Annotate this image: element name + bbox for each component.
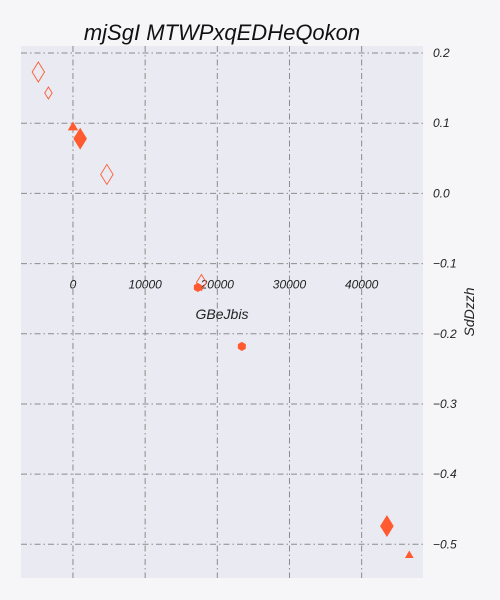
x-axis-label: GBeJbis [196,306,249,322]
data-point-6 [193,282,202,293]
y-axis-label: SdDzzh [461,287,477,336]
data-point-8 [380,515,394,538]
x-tick-label: 40000 [345,278,379,292]
data-point-1 [44,86,53,100]
data-point-5 [195,273,207,292]
data-point-0 [31,61,46,83]
grid-lines [21,46,423,578]
y-tick-label: 0.1 [433,116,450,130]
x-tick-label: 30000 [273,278,307,292]
plot-area [21,46,423,578]
y-tick-label: 0.0 [433,186,450,200]
y-tick-label: −0.4 [433,467,457,481]
x-tick-label: 0 [70,278,77,292]
data-point-7 [237,341,246,351]
y-tick-label: −0.1 [433,257,457,271]
data-points [31,61,414,559]
data-point-9 [404,550,414,559]
y-tick-label: 0.2 [433,46,450,60]
x-tick-label: 20000 [200,278,235,292]
data-point-3 [73,127,87,150]
data-point-2 [67,121,79,131]
y-tick-label: −0.2 [433,327,457,341]
chart-title: mjSgI MTWPxqEDHeQokon [84,20,360,45]
y-tick-labels: 0.2 0.1 0.0 −0.1 −0.2 −0.3 −0.4 −0.5 [433,46,457,551]
y-tick-label: −0.5 [433,537,457,551]
x-tick-labels: 0 10000 20000 30000 40000 [70,278,379,292]
y-tick-label: −0.3 [433,397,457,411]
data-point-4 [100,163,114,186]
x-tick-label: 10000 [128,278,162,292]
